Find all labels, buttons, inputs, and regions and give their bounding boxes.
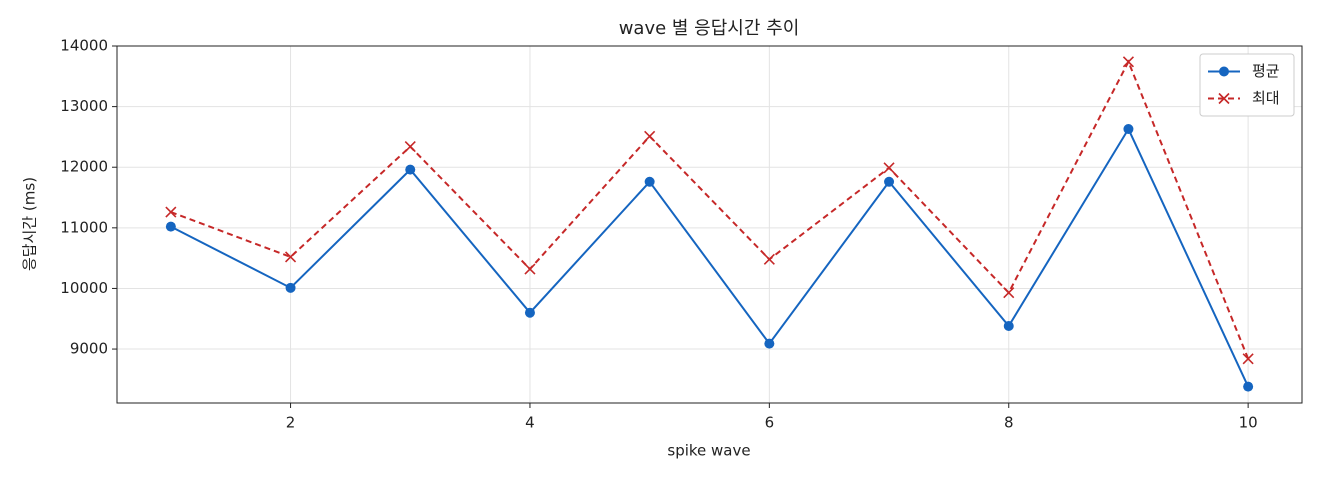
legend-label: 최대 (1252, 89, 1280, 107)
marker (1123, 124, 1134, 135)
x-tick-label: 4 (525, 414, 535, 432)
marker (644, 176, 655, 187)
y-axis-label: 응답시간 (ms) (21, 177, 39, 271)
x-tick-label: 2 (286, 414, 296, 432)
marker (883, 162, 895, 174)
legend-label: 평균 (1252, 62, 1280, 80)
marker (764, 338, 775, 349)
x-tick-label: 10 (1239, 414, 1258, 432)
marker (1003, 287, 1015, 299)
y-tick-label: 11000 (60, 218, 108, 236)
marker (884, 176, 895, 187)
series-line (170, 126, 1250, 388)
legend-marker (1218, 92, 1230, 105)
marker (763, 253, 775, 265)
marker (165, 221, 176, 232)
series-line (170, 59, 1250, 360)
marker (1242, 353, 1254, 365)
x-tick-label: 6 (765, 414, 775, 432)
marker (405, 164, 416, 175)
marker (524, 307, 535, 318)
marker (165, 206, 177, 218)
x-axis-label: spike wave (667, 442, 750, 460)
marker (404, 141, 416, 153)
marker (1122, 56, 1135, 68)
marker (1003, 321, 1014, 332)
marker (285, 282, 296, 293)
chart-title: wave 별 응답시간 추이 (619, 18, 800, 39)
plot-frame (116, 45, 1303, 404)
marker (644, 130, 656, 142)
marker (284, 251, 297, 263)
y-tick-label: 13000 (60, 97, 108, 115)
legend-marker (1219, 66, 1229, 77)
marker (1243, 381, 1254, 392)
legend-box (1199, 53, 1295, 117)
y-tick-label: 14000 (60, 37, 108, 55)
y-tick-label: 10000 (60, 279, 108, 297)
y-tick-label: 9000 (70, 340, 108, 358)
x-tick-label: 8 (1004, 414, 1014, 432)
marker (524, 263, 536, 275)
y-tick-label: 12000 (60, 158, 108, 176)
